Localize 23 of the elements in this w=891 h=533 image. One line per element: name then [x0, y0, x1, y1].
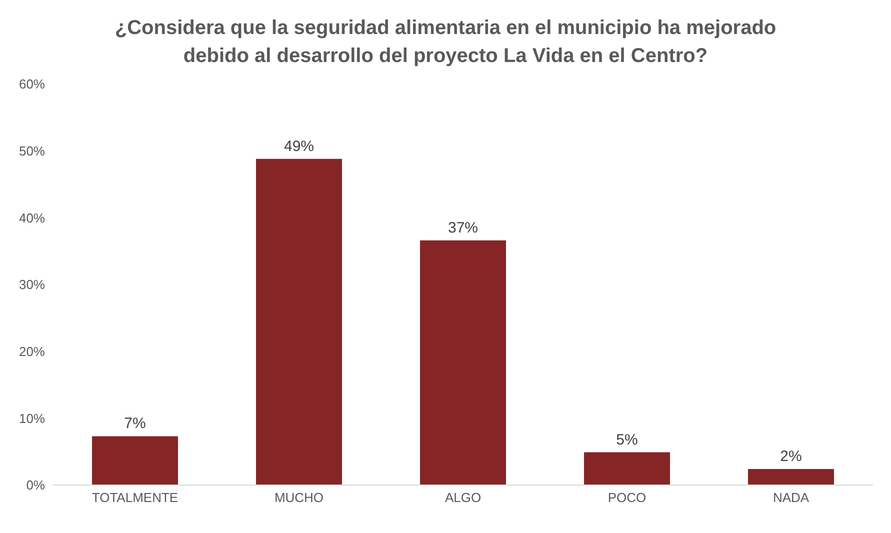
y-tick-label: 30% [18, 277, 46, 292]
y-tick-label: 60% [18, 76, 46, 92]
x-tick-label: TOTALMENTE [92, 490, 178, 506]
y-tick-label: 10% [18, 410, 46, 426]
data-label: 5% [616, 431, 638, 448]
x-tick-label: ALGO [444, 490, 482, 506]
bar [256, 158, 342, 485]
x-tick-label: POCO [608, 490, 646, 506]
y-tick-label: 0% [26, 478, 46, 493]
chart-title: ¿Considera que la seguridad alimentaria en el municipio ha mejorado debido al desarrollo del proyecto La Vida en el Centro? [114, 16, 778, 69]
data-label: 37% [448, 219, 478, 236]
y-tick-label: 50% [18, 143, 46, 158]
bar [420, 240, 506, 485]
data-label: 7% [124, 415, 146, 432]
bar [584, 452, 670, 485]
x-tick-label: NADA [772, 490, 810, 506]
bar [92, 436, 178, 485]
x-tick-label: MUCHO [274, 490, 324, 506]
data-label: 49% [284, 138, 314, 155]
y-tick-label: 20% [18, 344, 46, 359]
bar [748, 468, 834, 485]
data-label: 2% [780, 448, 802, 465]
y-tick-label: 40% [18, 210, 46, 226]
